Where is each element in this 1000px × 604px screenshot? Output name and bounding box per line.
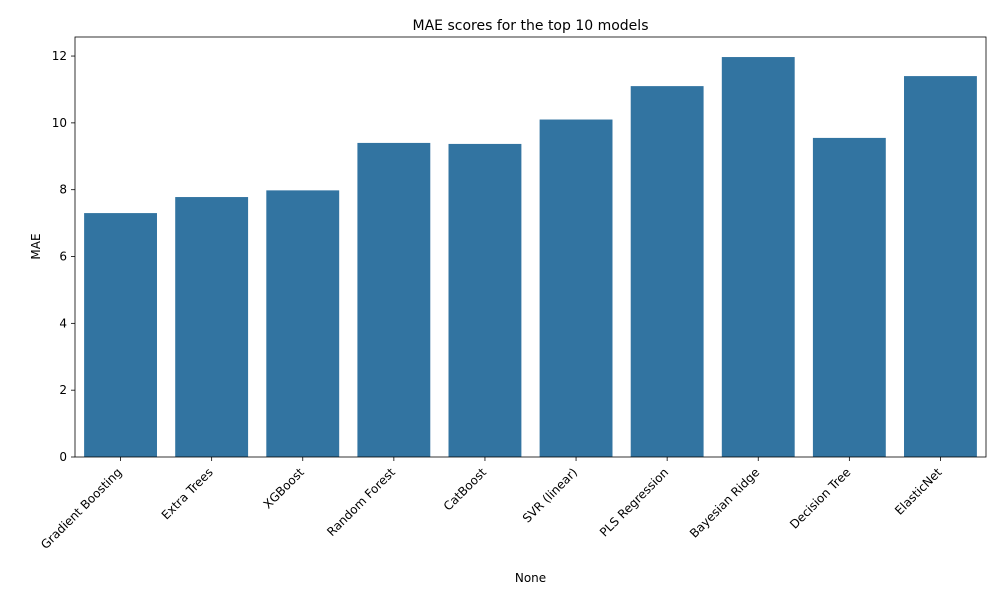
x-tick-label: PLS Regression	[597, 465, 671, 539]
x-tick-label: SVR (linear)	[520, 465, 580, 525]
x-tick-label: Extra Trees	[159, 465, 216, 522]
y-axis: 0 2 4 6 8 10 12	[52, 49, 75, 464]
y-tick-label: 2	[59, 383, 67, 397]
bar-random-forest	[357, 142, 431, 457]
bar-pls-regression	[630, 86, 704, 457]
chart-title: MAE scores for the top 10 models	[413, 18, 649, 34]
x-tick-label: Decision Tree	[787, 465, 853, 531]
bar-gradient-boosting	[84, 213, 157, 457]
bar-group	[84, 57, 977, 458]
bar-bayesian-ridge	[721, 57, 795, 458]
y-tick-label: 4	[59, 316, 67, 330]
bar-xgboost	[266, 190, 340, 457]
bar-svr-linear	[539, 119, 613, 457]
x-tick-label: CatBoost	[441, 465, 490, 514]
x-tick-label: XGBoost	[261, 465, 307, 511]
x-axis: Gradient Boosting Extra Trees XGBoost Rando…	[38, 457, 945, 552]
bar-catboost	[448, 143, 522, 457]
plot-frame	[74, 36, 987, 458]
x-tick-label: Gradient Boosting	[38, 465, 125, 552]
x-tick-label: Random Forest	[324, 465, 398, 539]
y-tick-label: 12	[52, 49, 67, 63]
y-axis-label: MAE	[29, 233, 43, 259]
x-tick-label: ElasticNet	[892, 465, 945, 518]
y-tick-label: 8	[59, 183, 67, 197]
x-tick-label: Bayesian Ridge	[687, 465, 762, 540]
bar-extra-trees	[175, 197, 249, 457]
y-tick-label: 10	[52, 116, 67, 130]
bar-decision-tree	[812, 137, 886, 457]
y-tick-label: 0	[59, 450, 67, 464]
bar-elasticnet	[904, 76, 977, 457]
y-tick-label: 6	[59, 250, 67, 264]
x-axis-label: None	[515, 571, 546, 585]
